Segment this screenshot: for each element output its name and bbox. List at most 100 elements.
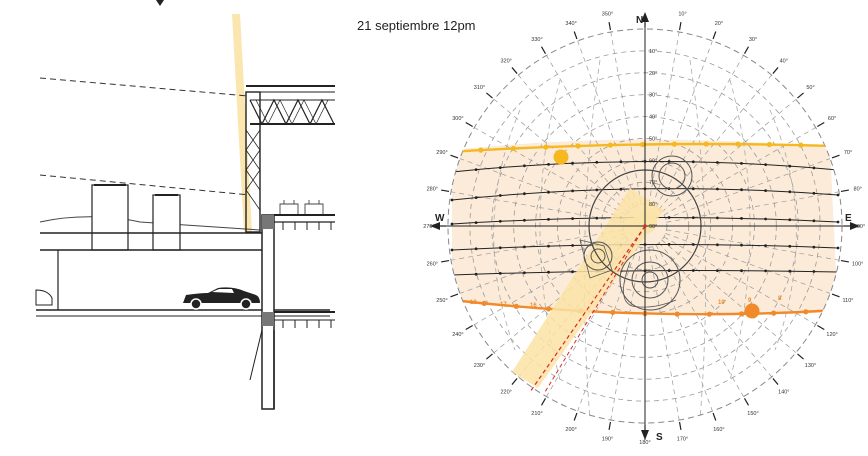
azimuth-label: 110° (843, 298, 854, 304)
azimuth-spoke (658, 74, 772, 210)
azimuth-label: 330° (531, 37, 542, 43)
azimuth-tick (772, 378, 779, 385)
compass-south: S (656, 432, 663, 443)
summer-hour-dot (607, 142, 614, 148)
azimuth-spoke (577, 40, 638, 206)
azimuth-label: 130° (805, 363, 816, 369)
arc-dot (523, 245, 526, 249)
summer-hour-dot (543, 144, 549, 150)
building-section (35, 0, 335, 410)
altitude-label: 40° (649, 115, 657, 121)
azimuth-label: 150° (747, 411, 758, 417)
arc-dot (764, 269, 767, 273)
arc-dot (450, 248, 454, 252)
arc-dot (571, 244, 574, 247)
arc-dot (716, 243, 719, 247)
azimuth-spoke (661, 239, 797, 353)
sight-line-upper (39, 77, 249, 97)
arc-dot (547, 244, 550, 248)
azimuth-label: 60° (828, 116, 836, 122)
azimuth-spoke (665, 158, 831, 219)
arc-dot (691, 160, 695, 164)
arc-dot (619, 160, 623, 164)
azimuth-tick (831, 293, 840, 298)
azimuth-tick (743, 46, 750, 54)
azimuth-spoke (648, 247, 680, 421)
arc-dot (571, 217, 574, 221)
arc-dot (764, 217, 767, 221)
arc-dot (812, 219, 816, 223)
azimuth-tick (831, 154, 840, 159)
sight-line-lower (39, 174, 251, 196)
sun-beam-plan (512, 188, 664, 388)
arc-dot (667, 216, 671, 219)
arc-dot (571, 270, 574, 274)
arc-dot (498, 166, 502, 170)
arc-dot (740, 188, 743, 192)
azimuth-tick (772, 67, 779, 74)
arc-dot (474, 221, 478, 225)
arc-dot (788, 164, 792, 168)
azimuth-tick (573, 31, 578, 40)
azimuth-spoke (655, 55, 744, 208)
arc-dot (764, 163, 767, 167)
azimuth-tick (817, 324, 825, 331)
azimuth-tick (797, 353, 804, 360)
azimuth-spoke (518, 74, 632, 210)
azimuth-tick (486, 92, 493, 99)
azimuth-label: 40° (780, 59, 788, 65)
arc-dot (691, 216, 695, 220)
azimuth-tick (486, 353, 493, 360)
azimuth-tick (608, 421, 612, 430)
winter-hour-label: 9 (748, 298, 752, 304)
arc-dot (547, 163, 550, 166)
azimuth-label: 120° (826, 332, 837, 338)
winter-hour-dot (545, 306, 552, 312)
azimuth-label: 290° (436, 150, 447, 156)
arc-dot (740, 162, 743, 165)
altitude-label: 90° (649, 224, 657, 230)
azimuth-spoke (663, 127, 816, 216)
arc-dot (836, 193, 840, 197)
azimuth-spoke (610, 247, 642, 421)
arc-dot (595, 188, 599, 192)
arc-dot (619, 187, 623, 191)
roof-truss (245, 85, 335, 233)
azimuth-label: 310° (474, 85, 485, 91)
azimuth-tick (743, 398, 750, 406)
azimuth-spoke (663, 236, 816, 325)
hour-labels: 18 17 16 10 9 8 (470, 296, 782, 309)
winter-hour-dot (706, 311, 712, 317)
azimuth-label: 210° (531, 411, 542, 417)
azimuth-tick (712, 31, 717, 40)
azimuth-spoke (610, 31, 642, 205)
azimuth-label: 320° (501, 59, 512, 65)
arc-dot (716, 269, 719, 272)
azimuth-tick (450, 293, 459, 298)
azimuth-tick (840, 259, 849, 263)
summer-hour-dot (766, 141, 773, 148)
arc-dot (474, 272, 478, 276)
azimuth-tick (441, 259, 450, 263)
azimuth-spoke (450, 229, 624, 261)
arc-dot (812, 166, 816, 170)
arc-dot (523, 218, 526, 222)
azimuth-label: 70° (844, 150, 852, 156)
path-dots (478, 141, 809, 317)
arc-dot (547, 218, 550, 221)
arc-dot (571, 161, 574, 165)
azimuth-label: 140° (778, 390, 789, 396)
arc-dot (836, 168, 840, 172)
volume-block-2 (152, 194, 181, 251)
azimuth-tick (817, 121, 825, 128)
furniture (279, 200, 324, 214)
azimuth-tick (608, 22, 612, 31)
azimuth-label: 10° (678, 11, 686, 17)
winter-hour-label: 10 (718, 300, 725, 306)
arc-dot (523, 271, 526, 275)
altitude-label: 60° (649, 158, 657, 164)
arc-dot (788, 244, 792, 248)
volume-block-1 (91, 184, 129, 251)
arc-dot (547, 190, 550, 194)
